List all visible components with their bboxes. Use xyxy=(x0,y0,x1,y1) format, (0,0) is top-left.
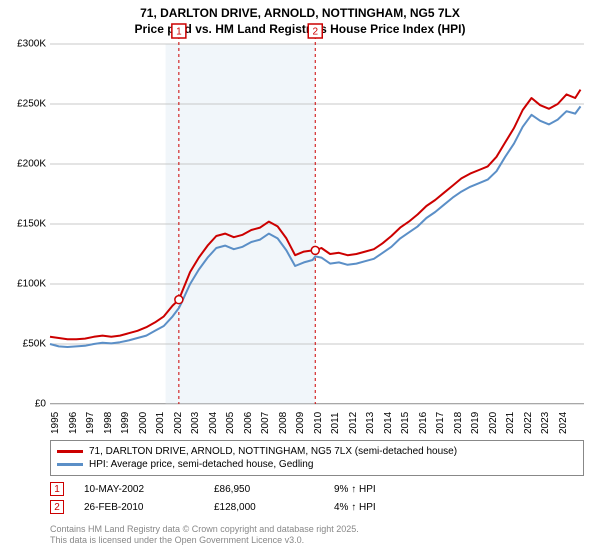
annotation-row: 1 10-MAY-2002£86,9509% ↑ HPI xyxy=(50,480,584,498)
legend-row: HPI: Average price, semi-detached house,… xyxy=(57,458,577,471)
legend: 71, DARLTON DRIVE, ARNOLD, NOTTINGHAM, N… xyxy=(50,440,584,476)
x-tick-label: 2016 xyxy=(418,412,429,434)
marker-number: 1 xyxy=(176,27,182,38)
x-tick-label: 2023 xyxy=(540,412,551,434)
title-line-1: 71, DARLTON DRIVE, ARNOLD, NOTTINGHAM, N… xyxy=(0,6,600,22)
annotation-price: £128,000 xyxy=(214,502,334,513)
y-tick-label: £200K xyxy=(17,159,46,170)
x-tick-label: 2013 xyxy=(365,412,376,434)
copyright-line-1: Contains HM Land Registry data © Crown c… xyxy=(50,524,359,535)
legend-swatch xyxy=(57,450,83,453)
legend-label: HPI: Average price, semi-detached house,… xyxy=(89,459,313,470)
y-tick-label: £0 xyxy=(35,399,46,410)
legend-row: 71, DARLTON DRIVE, ARNOLD, NOTTINGHAM, N… xyxy=(57,445,577,458)
marker-dot xyxy=(175,296,183,304)
series-line-1 xyxy=(50,106,581,347)
title-block: 71, DARLTON DRIVE, ARNOLD, NOTTINGHAM, N… xyxy=(0,0,600,39)
x-tick-label: 2012 xyxy=(348,412,359,434)
x-tick-label: 2007 xyxy=(260,412,271,434)
x-tick-label: 2009 xyxy=(295,412,306,434)
x-tick-label: 2005 xyxy=(225,412,236,434)
x-tick-label: 1996 xyxy=(68,412,79,434)
y-tick-label: £150K xyxy=(17,219,46,230)
y-tick-label: £250K xyxy=(17,99,46,110)
plot-area: 12 xyxy=(50,44,584,404)
x-tick-label: 2014 xyxy=(383,412,394,434)
annotation-date: 26-FEB-2010 xyxy=(84,502,214,513)
x-tick-label: 2017 xyxy=(435,412,446,434)
annotation-row: 2 26-FEB-2010£128,0004% ↑ HPI xyxy=(50,498,584,516)
y-tick-label: £300K xyxy=(17,39,46,50)
plot-svg: 12 xyxy=(50,44,584,403)
x-tick-label: 1997 xyxy=(85,412,96,434)
legend-swatch xyxy=(57,463,83,466)
chart-container: 71, DARLTON DRIVE, ARNOLD, NOTTINGHAM, N… xyxy=(0,0,600,560)
legend-label: 71, DARLTON DRIVE, ARNOLD, NOTTINGHAM, N… xyxy=(89,446,457,457)
annotation-marker: 1 xyxy=(50,482,64,496)
y-tick-label: £50K xyxy=(23,339,46,350)
x-tick-label: 1995 xyxy=(50,412,61,434)
x-tick-label: 2022 xyxy=(523,412,534,434)
annotation-marker: 2 xyxy=(50,500,64,514)
y-tick-label: £100K xyxy=(17,279,46,290)
annotation-date: 10-MAY-2002 xyxy=(84,484,214,495)
copyright-line-2: This data is licensed under the Open Gov… xyxy=(50,535,359,546)
x-tick-label: 2002 xyxy=(173,412,184,434)
x-tick-label: 2011 xyxy=(330,412,341,434)
x-tick-label: 2015 xyxy=(400,412,411,434)
title-line-2: Price paid vs. HM Land Registry's House … xyxy=(0,22,600,38)
x-tick-label: 1998 xyxy=(103,412,114,434)
x-tick-label: 2008 xyxy=(278,412,289,434)
x-tick-label: 2019 xyxy=(470,412,481,434)
annotation-price: £86,950 xyxy=(214,484,334,495)
marker-dot xyxy=(311,246,319,254)
chart-area: £0£50K£100K£150K£200K£250K£300K 12 19951… xyxy=(0,44,600,424)
y-axis: £0£50K£100K£150K£200K£250K£300K xyxy=(0,44,50,404)
x-tick-label: 2000 xyxy=(138,412,149,434)
x-tick-label: 2010 xyxy=(313,412,324,434)
x-tick-label: 2018 xyxy=(453,412,464,434)
x-tick-label: 1999 xyxy=(120,412,131,434)
x-tick-label: 2003 xyxy=(190,412,201,434)
annotation-table: 1 10-MAY-2002£86,9509% ↑ HPI 2 26-FEB-2010£… xyxy=(50,480,584,516)
annotation-pct: 9% ↑ HPI xyxy=(334,484,376,495)
copyright: Contains HM Land Registry data © Crown c… xyxy=(50,524,359,547)
x-tick-label: 2004 xyxy=(208,412,219,434)
x-tick-label: 2021 xyxy=(505,412,516,434)
annotation-pct: 4% ↑ HPI xyxy=(334,502,376,513)
marker-number: 2 xyxy=(312,27,318,38)
x-tick-label: 2001 xyxy=(155,412,166,434)
x-axis: 1995199619971998199920002001200220032004… xyxy=(50,404,584,424)
x-tick-label: 2020 xyxy=(488,412,499,434)
x-tick-label: 2006 xyxy=(243,412,254,434)
x-tick-label: 2024 xyxy=(558,412,569,434)
